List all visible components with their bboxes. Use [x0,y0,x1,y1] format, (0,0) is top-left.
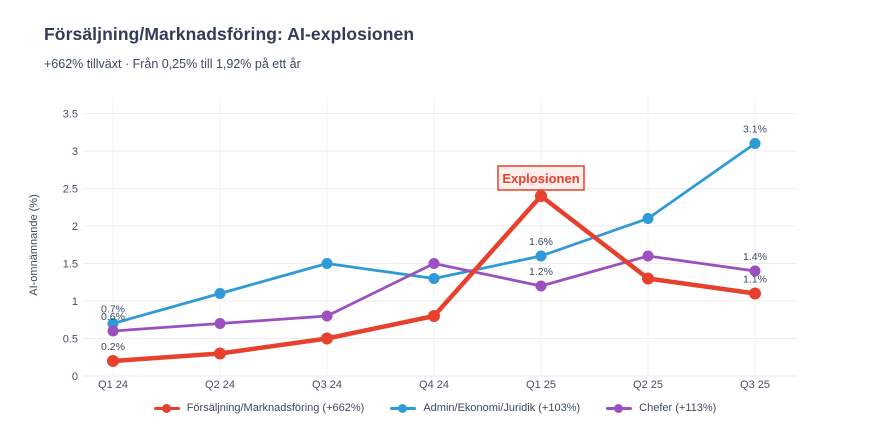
data-point-1-1[interactable] [214,288,226,299]
data-point-1-4[interactable] [535,250,547,262]
y-tick-label: 0 [72,371,78,383]
x-tick-label: Q2 25 [633,379,663,391]
data-point-2-2[interactable] [321,310,333,322]
data-label: 1.2% [529,266,553,278]
data-label: 0.7% [101,304,125,316]
data-point-0-3[interactable] [428,310,440,322]
data-point-0-6[interactable] [749,287,761,300]
legend-label: Admin/Ekonomi/Juridik (+103%) [423,402,581,414]
chart-legend: Försäljning/Marknadsföring (+662%) Admin/… [0,402,870,414]
legend-line-dot-icon [390,403,417,413]
data-point-2-3[interactable] [428,258,440,269]
data-label: 3.1% [743,124,767,136]
legend-item-1[interactable]: Admin/Ekonomi/Juridik (+103%) [390,402,580,414]
annotation-box [497,165,585,191]
legend-line-dot-icon [153,403,180,413]
legend-label: Chefer (+113%) [639,402,717,414]
x-tick-label: Q1 25 [526,379,556,391]
y-tick-label: 2 [72,221,78,233]
x-tick-label: Q4 24 [419,379,449,391]
legend-label: Försäljning/Marknadsföring (+662%) [186,402,365,414]
data-point-1-5[interactable] [642,213,654,224]
y-tick-label: 1 [72,296,78,308]
data-point-2-4[interactable] [535,280,547,292]
data-point-1-3[interactable] [428,273,440,284]
x-tick-label: Q2 24 [205,379,235,391]
x-tick-label: Q3 24 [312,379,342,391]
y-axis-title: AI-omnämnande (%) [28,194,40,296]
data-point-2-1[interactable] [214,318,226,329]
data-point-0-4[interactable] [535,190,547,202]
x-tick-label: Q1 24 [98,379,128,391]
data-point-2-6[interactable] [749,265,761,277]
data-label: 0.6% [101,311,125,323]
data-point-0-2[interactable] [321,332,333,345]
y-tick-label: 0.5 [63,334,78,346]
data-point-0-5[interactable] [642,272,654,285]
data-point-1-2[interactable] [321,258,333,269]
y-tick-label: 1.5 [63,259,78,271]
y-tick-label: 2.5 [63,184,78,196]
legend-item-2[interactable]: Chefer (+113%) [606,402,716,414]
x-tick-label: Q3 25 [740,379,770,391]
data-point-2-0[interactable] [107,325,119,337]
data-point-0-0[interactable] [107,355,119,367]
data-label: 0.2% [101,341,125,353]
data-point-2-5[interactable] [642,250,654,262]
legend-item-0[interactable]: Försäljning/Marknadsföring (+662%) [153,402,365,414]
legend-line-dot-icon [606,403,633,413]
data-label: 1.6% [529,236,553,248]
chart-title: Försäljning/Marknadsföring: AI-explosion… [44,24,415,44]
y-tick-label: 3 [72,146,78,158]
data-label: 1.4% [743,251,767,263]
data-label: 1.1% [743,274,767,286]
chart-subtitle: +662% tillväxt · Från 0,25% till 1,92% p… [44,57,301,71]
data-point-0-1[interactable] [214,347,226,360]
annotation-label: Explosionen [502,171,579,186]
y-tick-label: 3.5 [63,109,78,121]
data-point-1-6[interactable] [749,138,761,149]
